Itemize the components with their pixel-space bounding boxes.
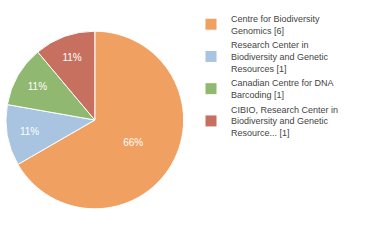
svg-text:CIBIO, Research Center inBiodi: CIBIO, Research Center inBiodiversity an… — [231, 105, 338, 138]
svg-text:66%: 66% — [123, 137, 143, 148]
svg-text:11%: 11% — [20, 126, 39, 137]
svg-text:11%: 11% — [28, 81, 47, 92]
svg-text:Research Center inBiodiversity: Research Center inBiodiversity and Genet… — [231, 40, 329, 73]
svg-text:Canadian Centre for DNABarcodi: Canadian Centre for DNABarcoding [1] — [231, 78, 334, 100]
svg-text:Centre for BiodiversityGenomic: Centre for BiodiversityGenomics [6] — [231, 14, 320, 36]
svg-text:11%: 11% — [62, 52, 81, 63]
